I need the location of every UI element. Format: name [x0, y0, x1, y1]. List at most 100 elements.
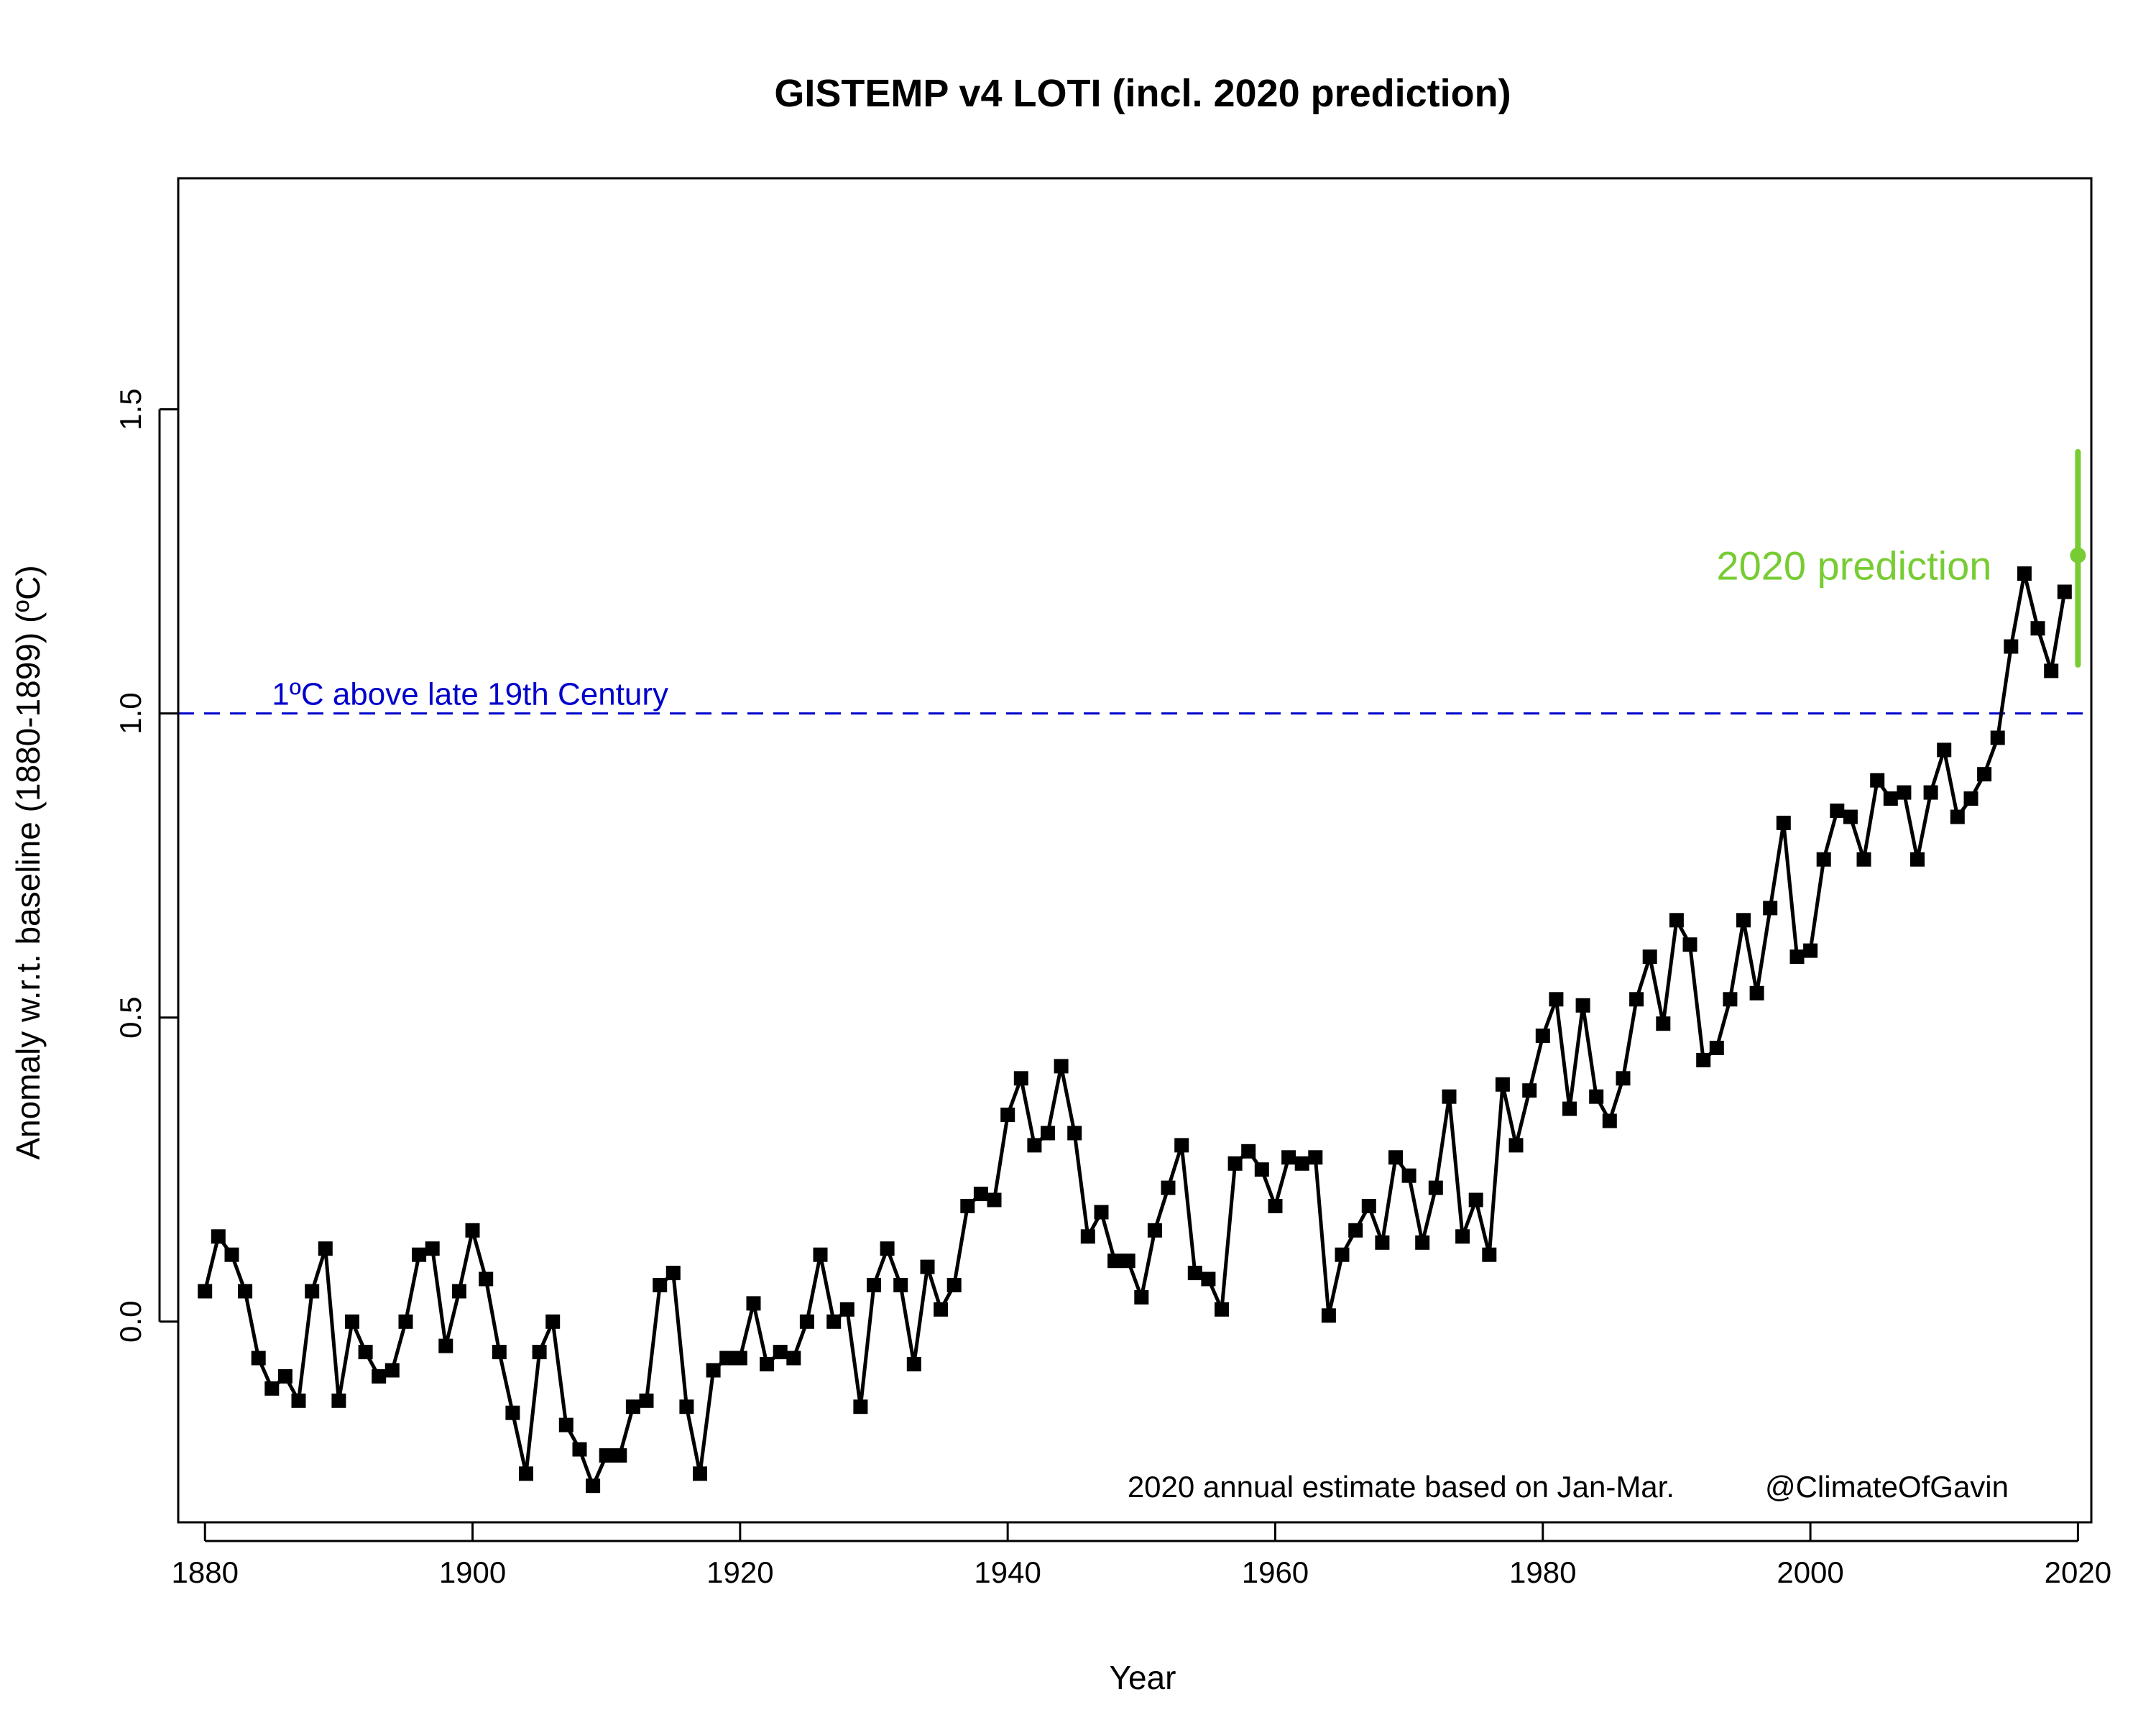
data-point [1107, 1254, 1123, 1269]
x-tick-label: 1880 [172, 1555, 239, 1589]
data-point [1508, 1138, 1524, 1153]
data-point [345, 1314, 359, 1329]
data-point [1388, 1150, 1403, 1165]
data-point [1950, 809, 1965, 824]
data-point [1401, 1168, 1416, 1183]
data-point [1495, 1077, 1510, 1092]
data-point [1281, 1150, 1296, 1165]
data-point [706, 1363, 721, 1378]
data-point [451, 1284, 466, 1299]
data-point [1856, 852, 1871, 867]
data-point [719, 1351, 734, 1366]
data-point [799, 1314, 814, 1329]
data-point [1294, 1156, 1309, 1171]
data-point [653, 1278, 668, 1292]
data-point [2030, 621, 2045, 636]
data-point [1696, 1052, 1711, 1067]
data-point [1187, 1266, 1202, 1281]
data-point [318, 1241, 333, 1256]
data-point [1348, 1223, 1363, 1238]
data-point [519, 1466, 533, 1481]
data-point [532, 1345, 547, 1360]
data-point [1562, 1101, 1577, 1116]
data-point [1736, 913, 1751, 928]
data-point [224, 1247, 239, 1262]
data-point [1522, 1083, 1537, 1098]
data-point [1575, 998, 1590, 1013]
data-point [1201, 1271, 1216, 1287]
y-tick-label: 1.5 [114, 388, 147, 430]
data-point [1161, 1180, 1176, 1195]
plot-area: 1ºC above late 19th Century 2020 predicti… [178, 448, 2086, 1494]
x-tick-label: 2020 [2045, 1555, 2111, 1589]
data-point [1308, 1150, 1323, 1165]
axes: 1880 1900 1920 1940 1960 1980 2000 2020 0.0 0.5 1.… [114, 177, 2111, 1589]
data-point [412, 1247, 427, 1262]
data-point [2004, 639, 2019, 654]
data-point [679, 1399, 694, 1414]
data-point [946, 1278, 962, 1292]
data-point [1535, 1029, 1550, 1044]
data-point [1830, 804, 1845, 818]
data-point [893, 1278, 908, 1292]
data-point [773, 1345, 788, 1360]
data-point [693, 1466, 707, 1481]
data-point [1682, 937, 1697, 952]
data-point [1937, 742, 1952, 758]
x-tick-label: 2000 [1777, 1555, 1843, 1589]
data-point [1870, 773, 1885, 788]
data-point [1723, 992, 1738, 1007]
credit-label: @ClimateOfGavin [1765, 1470, 2009, 1504]
data-point [786, 1351, 801, 1366]
data-point [1656, 1016, 1671, 1031]
data-point [1602, 1113, 1617, 1128]
data-point [1321, 1308, 1336, 1323]
data-point [1977, 767, 1992, 782]
data-point [906, 1357, 921, 1371]
data-point [1897, 785, 1912, 800]
data-point [1749, 985, 1764, 1000]
x-tick-label: 1920 [706, 1555, 773, 1589]
data-point [1709, 1041, 1724, 1055]
data-point [372, 1368, 387, 1384]
data-point [572, 1442, 587, 1457]
x-tick-label: 1960 [1242, 1555, 1309, 1589]
data-point [1120, 1254, 1135, 1269]
data-point [1067, 1126, 1082, 1141]
data-point [1669, 913, 1684, 928]
data-point [1616, 1071, 1631, 1086]
x-tick-label: 1980 [1509, 1555, 1576, 1589]
x-tick-label: 1940 [974, 1555, 1041, 1589]
data-point [1041, 1126, 1055, 1141]
y-axis-label: Anomaly w.r.t. baseline (1880-1899) (ºC) [9, 565, 47, 1159]
data-point [760, 1357, 775, 1371]
data-point [1000, 1108, 1015, 1123]
data-point [1415, 1235, 1430, 1250]
data-point [1442, 1089, 1457, 1104]
data-point [1455, 1229, 1470, 1244]
data-point [1963, 791, 1978, 806]
x-axis-label: Year [1110, 1659, 1176, 1696]
data-point [1080, 1229, 1095, 1244]
data-point [331, 1393, 346, 1408]
data-point [880, 1241, 895, 1256]
data-point [211, 1229, 226, 1244]
data-point [438, 1338, 453, 1353]
data-point [1883, 791, 1898, 806]
reference-line-label: 1ºC above late 19th Century [272, 677, 668, 712]
data-point [1776, 815, 1791, 830]
data-point [1923, 785, 1938, 800]
data-point [425, 1241, 440, 1256]
data-point [1361, 1199, 1376, 1213]
data-point [1335, 1247, 1350, 1262]
data-point [198, 1284, 213, 1299]
data-point [1910, 852, 1925, 867]
data-point [384, 1363, 400, 1378]
data-point [853, 1399, 868, 1414]
data-point [934, 1302, 949, 1317]
y-tick-label: 0.0 [114, 1301, 147, 1343]
data-point [1134, 1289, 1149, 1305]
data-point [264, 1381, 280, 1396]
data-point [987, 1192, 1002, 1208]
